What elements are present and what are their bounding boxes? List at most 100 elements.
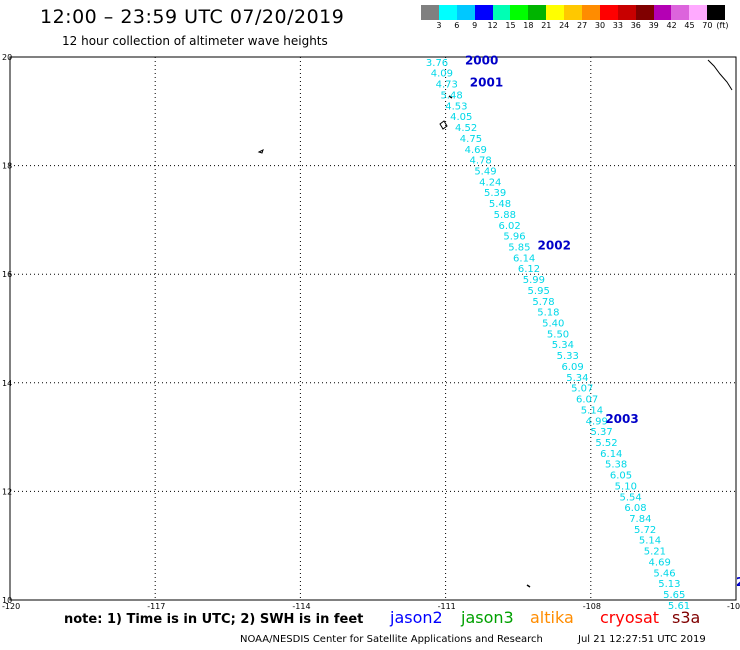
colorbar-tick-label: 33 — [612, 21, 623, 30]
longitude-label: -111 — [438, 602, 456, 610]
wave-height-value: 5.14 — [639, 536, 661, 547]
map-frame — [9, 56, 737, 601]
wave-height-value: 5.52 — [595, 438, 617, 449]
colorbar-tick-label: 21 — [541, 21, 552, 30]
wave-height-value: 5.39 — [484, 188, 506, 199]
wave-height-value: 6.14 — [600, 449, 622, 460]
satellite-legend-item: altika — [530, 608, 574, 627]
wave-height-value: 5.85 — [508, 243, 530, 254]
colorbar-swatch — [635, 5, 654, 20]
wave-height-value: 5.48 — [440, 90, 462, 101]
colorbar-tick-label: 42 — [666, 21, 677, 30]
wave-height-value: 6.02 — [499, 221, 521, 232]
time-label: 2003 — [605, 412, 638, 426]
coastline-island — [257, 149, 264, 154]
colorbar-swatch — [528, 5, 547, 20]
wave-height-value: 4.24 — [479, 177, 501, 188]
colorbar-tick-label: 39 — [648, 21, 659, 30]
latitude-label: 14 — [2, 379, 12, 388]
wave-height-value: 5.34 — [552, 340, 574, 351]
map-title: 12:00 – 23:59 UTC 07/20/2019 — [40, 6, 345, 28]
coastline-mainland — [707, 59, 733, 91]
time-label: 2002 — [538, 238, 571, 252]
time-label: 2004 — [736, 575, 740, 589]
wave-height-value: 5.99 — [523, 275, 545, 286]
wave-height-value: 7.84 — [629, 514, 651, 525]
wave-height-value: 5.38 — [605, 460, 627, 471]
colorbar-labels: 3 6 9 12 15 18 21 24 27 30 33 36 39 42 45 70 (ft) — [421, 21, 740, 33]
colorbar-tick-label: 6 — [454, 21, 460, 30]
wave-height-value: 5.72 — [634, 525, 656, 536]
wave-height-value: 5.34 — [566, 373, 588, 384]
latitude-label: 10 — [2, 596, 12, 605]
wave-height-value: 4.78 — [469, 156, 491, 167]
wave-height-value: 5.37 — [590, 427, 612, 438]
wave-height-value: 6.14 — [513, 253, 535, 264]
colorbar-swatch — [671, 5, 690, 20]
coastline-island — [526, 584, 531, 588]
wave-height-value: 4.73 — [436, 80, 458, 91]
wave-height-value: 5.96 — [503, 232, 525, 243]
footer-note: note: 1) Time is in UTC; 2) SWH is in fe… — [64, 612, 364, 627]
wave-height-value: 6.12 — [518, 264, 540, 275]
colorbar-tick-label: 24 — [559, 21, 570, 30]
colorbar-swatch — [582, 5, 600, 20]
colorbar-tick-label: 36 — [630, 21, 641, 30]
colorbar-swatch — [546, 5, 565, 20]
colorbar-swatch — [653, 5, 672, 20]
time-label: 2000 — [465, 54, 498, 68]
time-labels: 2000 2001 2002 2003 2004 — [465, 54, 740, 589]
colorbar-tick-label: 3 — [436, 21, 442, 30]
colorbar-swatch — [438, 5, 457, 20]
colorbar-swatch — [510, 5, 529, 20]
wave-height-value: 4.05 — [450, 112, 472, 123]
colorbar-swatch — [617, 5, 636, 20]
wave-height-value: 5.21 — [644, 547, 666, 558]
coastline-fragments — [257, 59, 733, 588]
satellite-legend-item: s3a — [672, 608, 701, 627]
latitude-label: 16 — [2, 270, 12, 279]
wave-height-value: 6.05 — [610, 471, 632, 482]
wave-height-value: 5.18 — [537, 308, 559, 319]
coastline-island — [448, 95, 453, 99]
wave-height-value: 5.48 — [489, 199, 511, 210]
time-label: 2001 — [470, 75, 503, 89]
satellite-legend-item: jason3 — [461, 608, 514, 627]
wave-height-value: 5.13 — [658, 579, 680, 590]
wave-height-value: 5.78 — [532, 297, 554, 308]
colorbar-unit: (ft) — [716, 21, 729, 30]
satellite-legend-item: jason2 — [390, 608, 443, 627]
colorbar-tick-label: 9 — [472, 21, 478, 30]
colorbar-tick-label: 45 — [684, 21, 695, 30]
axis-labels: 20 18 16 14 12 10-120 -117 -114 -111 -108 -10 — [2, 53, 740, 610]
colorbar-swatch — [421, 5, 439, 20]
colorbar-swatch — [689, 5, 708, 20]
footer-credit: NOAA/NESDIS Center for Satellite Applica… — [240, 634, 543, 645]
longitude-label: -108 — [583, 602, 601, 610]
coastline-island — [439, 120, 448, 130]
wave-height-value: 4.09 — [431, 69, 453, 80]
colorbar-tick-label: 30 — [594, 21, 606, 30]
wave-height-value: 4.69 — [649, 557, 671, 568]
map-subtitle: 12 hour collection of altimeter wave hei… — [62, 34, 328, 48]
colorbar-swatch — [492, 5, 511, 20]
wave-height-value: 5.95 — [528, 286, 550, 297]
latitude-label: 12 — [2, 487, 12, 496]
wave-height-value: 5.61 — [668, 601, 690, 610]
wave-height-value: 4.99 — [586, 416, 608, 427]
colorbar-swatch — [599, 5, 618, 20]
longitude-label: -114 — [292, 602, 310, 610]
wave-height-value: 5.10 — [615, 481, 637, 492]
wave-height-value: 5.33 — [557, 351, 579, 362]
colorbar-swatch — [456, 5, 475, 20]
colorbar-tick-label: 12 — [487, 21, 498, 30]
wave-height-value: 4.53 — [445, 101, 467, 112]
map-panel: 20 18 16 14 12 10-120 -117 -114 -111 -108 -10 3.76… — [2, 53, 740, 610]
wave-height-value: 5.46 — [653, 568, 675, 579]
wave-height-value: 4.52 — [455, 123, 477, 134]
wave-height-value: 6.09 — [561, 362, 583, 373]
satellite-legend-item: cryosat — [600, 608, 660, 627]
wave-height-value: 5.14 — [581, 405, 603, 416]
wave-height-value: 3.76 — [426, 58, 448, 69]
wave-height-value: 6.07 — [576, 395, 598, 406]
